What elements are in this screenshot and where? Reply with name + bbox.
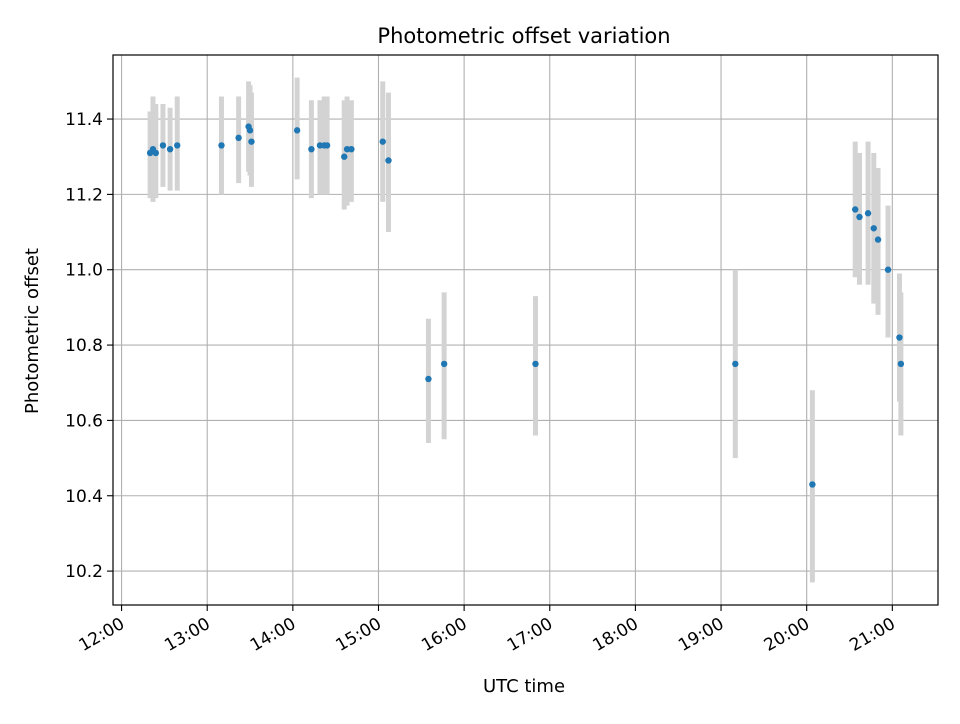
data-point xyxy=(874,236,882,243)
data-point xyxy=(379,138,386,145)
data-point xyxy=(218,142,225,149)
data-point xyxy=(323,142,331,149)
y-tick-label: 10.6 xyxy=(65,411,103,431)
y-tick-label: 11.4 xyxy=(65,110,103,130)
data-point xyxy=(425,375,432,383)
data-point xyxy=(870,225,877,232)
grid-lines xyxy=(113,55,938,605)
data-point xyxy=(174,142,181,149)
y-tick-label: 11.2 xyxy=(65,185,103,205)
data-point xyxy=(897,360,905,368)
data-point xyxy=(809,481,816,488)
data-point xyxy=(896,334,903,341)
data-point xyxy=(348,145,355,153)
y-tick-label: 10.2 xyxy=(65,562,103,582)
data-point xyxy=(856,213,863,221)
plot-frame xyxy=(112,54,939,606)
data-point xyxy=(308,145,315,153)
data-point xyxy=(166,145,174,153)
data-point xyxy=(440,360,448,368)
data-point xyxy=(852,206,859,213)
data-point xyxy=(884,266,892,273)
y-axis-label: Photometric offset xyxy=(22,248,43,414)
data-point xyxy=(152,149,160,157)
data-point xyxy=(235,134,242,142)
data-points xyxy=(146,123,905,488)
data-point xyxy=(341,153,348,160)
data-point xyxy=(159,142,167,149)
data-point xyxy=(732,360,739,368)
y-tick-label: 11.0 xyxy=(65,261,103,281)
y-tick-label: 10.4 xyxy=(65,487,103,507)
data-point xyxy=(864,210,872,217)
y-tick-label: 10.8 xyxy=(65,336,103,356)
data-point xyxy=(532,360,539,368)
data-point xyxy=(246,127,254,134)
chart-title: Photometric offset variation xyxy=(377,24,670,48)
data-point xyxy=(293,127,301,134)
x-axis-label: UTC time xyxy=(483,676,565,697)
data-point xyxy=(248,138,255,145)
data-point xyxy=(385,157,392,164)
